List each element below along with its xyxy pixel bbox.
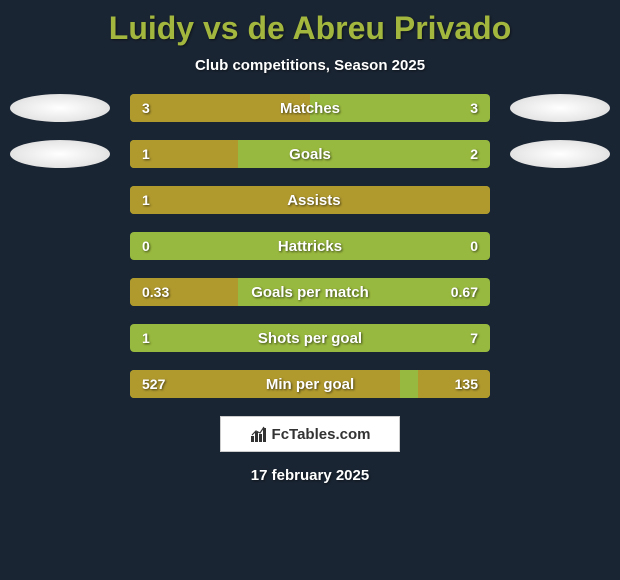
stat-label: Goals per match — [251, 284, 369, 301]
stat-bar: 3 Matches 3 — [130, 94, 490, 122]
stat-label: Hattricks — [278, 238, 342, 255]
stat-row: 1 Goals 2 — [10, 140, 610, 168]
stat-value-right: 135 — [455, 376, 478, 392]
brand-chart-icon — [250, 425, 268, 443]
stat-value-right: 0.67 — [451, 284, 478, 300]
stat-row: 3 Matches 3 — [10, 94, 610, 122]
bar-overlay: 527 Min per goal 135 — [130, 370, 490, 398]
stat-bar: 527 Min per goal 135 — [130, 370, 490, 398]
stat-row: 0.33 Goals per match 0.67 — [10, 278, 610, 306]
stat-row: 1 Shots per goal 7 — [10, 324, 610, 352]
player-oval-left — [10, 94, 110, 122]
stat-bar: 0.33 Goals per match 0.67 — [130, 278, 490, 306]
stat-value-right: 2 — [470, 146, 478, 162]
date-text: 17 february 2025 — [0, 467, 620, 484]
stat-value-left: 0.33 — [142, 284, 169, 300]
bar-overlay: 1 Shots per goal 7 — [130, 324, 490, 352]
stat-label: Matches — [280, 100, 340, 117]
bar-overlay: 1 Assists — [130, 186, 490, 214]
stat-value-left: 1 — [142, 192, 150, 208]
stat-value-left: 1 — [142, 146, 150, 162]
stat-bar: 1 Goals 2 — [130, 140, 490, 168]
brand-box[interactable]: FcTables.com — [220, 416, 400, 452]
player-oval-right — [510, 140, 610, 168]
stat-value-left: 1 — [142, 330, 150, 346]
stat-value-right: 7 — [470, 330, 478, 346]
stat-bar: 1 Shots per goal 7 — [130, 324, 490, 352]
stat-label: Shots per goal — [258, 330, 362, 347]
stat-label: Goals — [289, 146, 331, 163]
bar-overlay: 0 Hattricks 0 — [130, 232, 490, 260]
bar-overlay: 3 Matches 3 — [130, 94, 490, 122]
stat-value-right: 3 — [470, 100, 478, 116]
player-oval-right — [510, 94, 610, 122]
stat-label: Min per goal — [266, 376, 354, 393]
brand-text: FcTables.com — [272, 426, 371, 443]
subtitle: Club competitions, Season 2025 — [0, 57, 620, 74]
stats-container: 3 Matches 3 1 Goals 2 1 Assists 0 Hattricks 0 0.33 G… — [0, 94, 620, 398]
stat-row: 1 Assists — [10, 186, 610, 214]
stat-value-left: 527 — [142, 376, 165, 392]
bar-overlay: 0.33 Goals per match 0.67 — [130, 278, 490, 306]
stat-value-right: 0 — [470, 238, 478, 254]
player-oval-left — [10, 140, 110, 168]
stat-bar: 1 Assists — [130, 186, 490, 214]
stat-label: Assists — [287, 192, 340, 209]
stat-value-left: 0 — [142, 238, 150, 254]
page-title: Luidy vs de Abreu Privado — [0, 0, 620, 47]
stat-row: 527 Min per goal 135 — [10, 370, 610, 398]
stat-value-left: 3 — [142, 100, 150, 116]
bar-overlay: 1 Goals 2 — [130, 140, 490, 168]
stat-bar: 0 Hattricks 0 — [130, 232, 490, 260]
stat-row: 0 Hattricks 0 — [10, 232, 610, 260]
